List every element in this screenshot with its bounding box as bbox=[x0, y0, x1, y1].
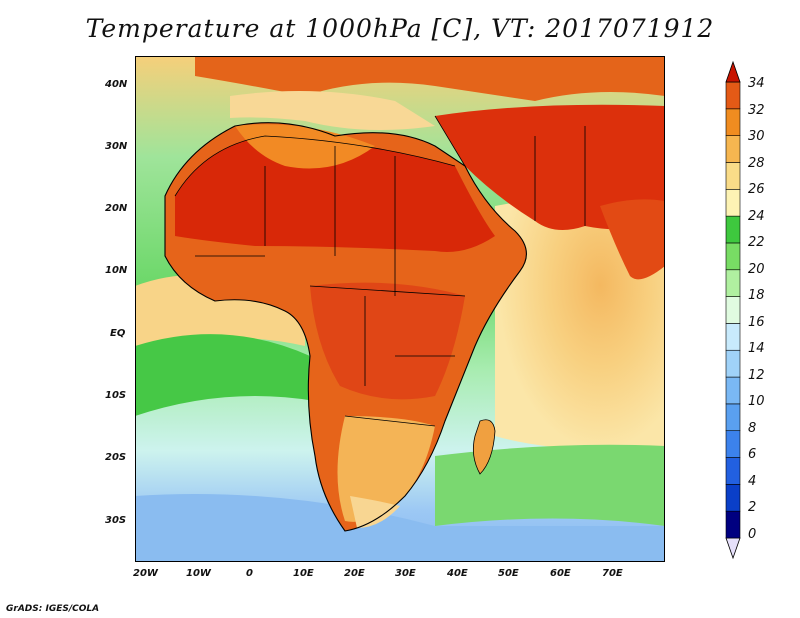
lat-label-40n: 40N bbox=[105, 79, 128, 90]
south-blue bbox=[135, 494, 665, 562]
colorbar-segment bbox=[725, 188, 741, 217]
colorbar-top-triangle bbox=[725, 60, 741, 83]
central-africa-warm bbox=[310, 282, 465, 400]
lon-label-30e: 30E bbox=[395, 568, 416, 579]
lon-label-0: 0 bbox=[246, 568, 253, 579]
colorbar-segment bbox=[725, 135, 741, 163]
colorbar-segment bbox=[725, 215, 741, 244]
lon-label-50e: 50E bbox=[498, 568, 519, 579]
colorbar-label-14: 14 bbox=[748, 341, 765, 356]
lon-label-10e: 10E bbox=[293, 568, 314, 579]
colorbar-label-8: 8 bbox=[748, 421, 757, 436]
lat-label-20n: 20N bbox=[105, 203, 128, 214]
map-title: Temperature at 1000hPa [C], VT: 20170719… bbox=[85, 14, 715, 43]
colorbar-label-0: 0 bbox=[748, 527, 757, 542]
colorbar-label-10: 10 bbox=[748, 394, 765, 409]
colorbar-segment bbox=[725, 403, 741, 432]
colorbar-bottom-triangle bbox=[725, 537, 741, 560]
mediterranean-sea bbox=[230, 91, 435, 130]
colorbar-label-4: 4 bbox=[748, 474, 757, 489]
colorbar-segment bbox=[725, 323, 741, 351]
colorbar-label-16: 16 bbox=[748, 315, 765, 330]
india-land bbox=[600, 199, 665, 280]
lat-label-30n: 30N bbox=[105, 141, 128, 152]
colorbar-segment bbox=[725, 430, 741, 458]
colorbar-segment bbox=[725, 162, 741, 190]
colorbar-segment bbox=[725, 81, 741, 110]
lon-label-20w: 20W bbox=[133, 568, 158, 579]
atlantic-green-band bbox=[135, 334, 315, 416]
colorbar-segment bbox=[725, 510, 741, 539]
colorbar-label-32: 32 bbox=[748, 103, 765, 118]
colorbar-label-2: 2 bbox=[748, 500, 757, 515]
colorbar-label-28: 28 bbox=[748, 156, 765, 171]
lon-label-20e: 20E bbox=[344, 568, 365, 579]
europe-land bbox=[195, 56, 665, 101]
colorbar-label-20: 20 bbox=[748, 262, 765, 277]
arabia-land bbox=[435, 104, 665, 230]
colorbar-label-30: 30 bbox=[748, 129, 765, 144]
lon-label-60e: 60E bbox=[550, 568, 571, 579]
colorbar-segment bbox=[725, 349, 741, 378]
colorbar-segment bbox=[725, 376, 741, 405]
colorbar-segment bbox=[725, 457, 741, 485]
coastline bbox=[164, 122, 527, 532]
country-borders bbox=[174, 115, 586, 427]
lon-label-10w: 10W bbox=[186, 568, 211, 579]
colorbar-segment bbox=[725, 269, 741, 297]
lon-label-40e: 40E bbox=[447, 568, 468, 579]
lat-label-eq: EQ bbox=[110, 328, 126, 339]
colorbar-label-6: 6 bbox=[748, 447, 757, 462]
colorbar-segment bbox=[725, 296, 741, 324]
colorbar-segment bbox=[725, 242, 741, 271]
colorbar-label-22: 22 bbox=[748, 235, 765, 250]
lat-label-30s: 30S bbox=[105, 515, 127, 526]
colorbar-label-26: 26 bbox=[748, 182, 765, 197]
colorbar-label-24: 24 bbox=[748, 209, 765, 224]
lat-label-20s: 20S bbox=[105, 452, 127, 463]
colorbar-label-18: 18 bbox=[748, 288, 765, 303]
colorbar-segment bbox=[725, 108, 741, 136]
colorbar-label-12: 12 bbox=[748, 368, 765, 383]
colorbar-segment bbox=[725, 484, 741, 512]
lat-label-10n: 10N bbox=[105, 265, 128, 276]
temperature-map bbox=[135, 56, 665, 562]
southern-africa-cool bbox=[337, 416, 435, 522]
colorbar bbox=[725, 60, 741, 560]
footer-credit: GrADS: IGES/COLA bbox=[6, 604, 100, 614]
indian-ocean-south-green bbox=[435, 444, 665, 526]
lon-label-70e: 70E bbox=[602, 568, 623, 579]
map-border bbox=[135, 56, 665, 562]
lat-label-10s: 10S bbox=[105, 390, 127, 401]
colorbar-label-34: 34 bbox=[748, 76, 765, 91]
cape-region bbox=[350, 496, 400, 528]
madagascar bbox=[472, 419, 496, 475]
